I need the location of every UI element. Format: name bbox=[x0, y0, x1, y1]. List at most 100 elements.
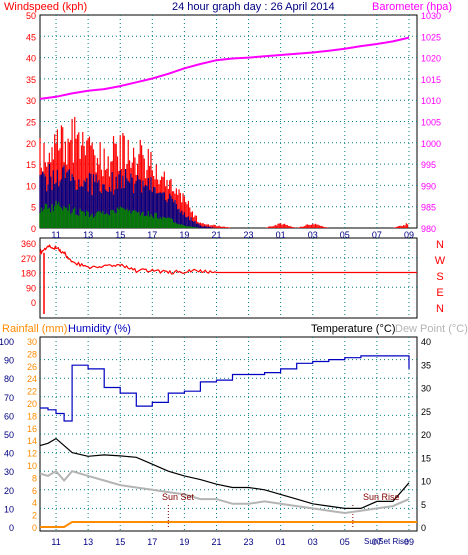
x-tick-label-bottom: 01 bbox=[276, 537, 286, 547]
rainfall-tick-label: 24 bbox=[27, 374, 37, 384]
compass-label: S bbox=[436, 271, 443, 283]
rainfall-tick-label: 0 bbox=[32, 523, 37, 533]
humidity-tick-label: 50 bbox=[4, 430, 14, 440]
rainfall-title: Rainfall (mm) bbox=[2, 323, 67, 335]
humidity-tick-label: 60 bbox=[4, 411, 14, 421]
humidity-tick-label: 10 bbox=[4, 504, 14, 514]
temperature-line bbox=[39, 437, 410, 509]
temperature-tick-label: 25 bbox=[421, 407, 431, 417]
temperature-tick-label: 15 bbox=[421, 453, 431, 463]
rainfall-tick-label: 10 bbox=[27, 461, 37, 471]
x-tick-label-top: 23 bbox=[244, 230, 254, 240]
direction-tick-label: 90 bbox=[26, 283, 36, 293]
direction-tick-label: 270 bbox=[21, 254, 36, 264]
x-tick-label-bottom: 07 bbox=[372, 537, 382, 547]
temperature-title: Temperature (°C) bbox=[311, 323, 395, 335]
x-tick-label-top: 07 bbox=[372, 230, 382, 240]
temperature-tick-label: 35 bbox=[421, 360, 431, 370]
series-layer bbox=[39, 36, 417, 528]
temperature-tick-label: 5 bbox=[421, 500, 426, 510]
humidity-tick-label: 30 bbox=[4, 467, 14, 477]
wind-calm-series bbox=[39, 200, 199, 228]
rainfall-tick-label: 20 bbox=[27, 399, 37, 409]
x-tick-label-top: 01 bbox=[276, 230, 286, 240]
x-tick-label-top: 15 bbox=[115, 230, 125, 240]
compass-label: N bbox=[436, 239, 444, 251]
barometer-tick-label: 1020 bbox=[421, 54, 441, 64]
rainfall-tick-label: 12 bbox=[27, 449, 37, 459]
barometer-tick-label: 1015 bbox=[421, 75, 441, 85]
barometer-tick-label: 1000 bbox=[421, 139, 441, 149]
compass-label: W bbox=[435, 255, 446, 267]
rainfall-tick-label: 2 bbox=[32, 511, 37, 521]
humidity-line bbox=[40, 355, 410, 422]
direction-panel-frame bbox=[39, 237, 418, 319]
rainfall-tick-label: 4 bbox=[32, 498, 37, 508]
rainfall-tick-label: 16 bbox=[27, 424, 37, 434]
sun-set-label: Sun Set bbox=[162, 492, 195, 502]
barometer-line bbox=[39, 36, 410, 100]
direction-tick-label: 180 bbox=[21, 269, 36, 279]
windspeed-tick-label: 50 bbox=[26, 11, 36, 21]
x-tick-label-top: 21 bbox=[211, 230, 221, 240]
temperature-tick-label: 10 bbox=[421, 477, 431, 487]
x-tick-label-bottom: 21 bbox=[211, 537, 221, 547]
temperature-tick-label: 0 bbox=[421, 523, 426, 533]
x-tick-label-top: 19 bbox=[179, 230, 189, 240]
windspeed-tick-label: 20 bbox=[26, 139, 36, 149]
windspeed-title: Windspeed (kph) bbox=[4, 1, 87, 13]
bottom-sun-labels: SunSet Rise bbox=[364, 537, 409, 546]
compass-label: N bbox=[436, 303, 444, 315]
x-tick-label-top: 03 bbox=[308, 230, 318, 240]
barometer-tick-label: 985 bbox=[421, 203, 436, 213]
x-tick-label-bottom: 05 bbox=[340, 537, 350, 547]
x-tick-label-bottom: 15 bbox=[115, 537, 125, 547]
rainfall-tick-label: 6 bbox=[32, 486, 37, 496]
humidity-tick-label: 40 bbox=[4, 449, 14, 459]
tick-layer: 1111131315151717191921212323010103030505… bbox=[0, 11, 446, 547]
windspeed-tick-label: 15 bbox=[26, 160, 36, 170]
x-tick-label-bottom: 03 bbox=[308, 537, 318, 547]
rainfall-tick-label: 28 bbox=[27, 349, 37, 359]
compass-label: E bbox=[436, 287, 443, 299]
x-tick-label-top: 09 bbox=[404, 230, 414, 240]
x-tick-label-top: 11 bbox=[51, 230, 60, 240]
barometer-tick-label: 1025 bbox=[421, 32, 441, 42]
wind-direction-line bbox=[39, 243, 417, 275]
barometer-title: Barometer (hpa) bbox=[372, 1, 452, 13]
graph-title: 24 hour graph day : 26 April 2014 bbox=[172, 1, 335, 13]
windspeed-tick-label: 30 bbox=[26, 96, 36, 106]
windspeed-tick-label: 5 bbox=[31, 203, 36, 213]
x-tick-label-bottom: 23 bbox=[244, 537, 254, 547]
rainfall-tick-label: 26 bbox=[27, 362, 37, 372]
grid-layer bbox=[40, 15, 417, 531]
barometer-tick-label: 990 bbox=[421, 181, 436, 191]
sun-rise-label: Sun Rise bbox=[363, 492, 400, 502]
humidity-title: Humidity (%) bbox=[68, 323, 131, 335]
rainfall-tick-label: 18 bbox=[27, 411, 37, 421]
humidity-tick-label: 20 bbox=[4, 486, 14, 496]
humidity-tick-label: 100 bbox=[0, 337, 14, 347]
barometer-tick-label: 995 bbox=[421, 160, 436, 170]
direction-tick-label: 360 bbox=[21, 239, 36, 249]
rainfall-tick-label: 30 bbox=[27, 337, 37, 347]
direction-tick-label: 0 bbox=[31, 298, 36, 308]
x-tick-label-top: 05 bbox=[340, 230, 350, 240]
humidity-tick-label: 70 bbox=[4, 393, 14, 403]
windspeed-tick-label: 0 bbox=[31, 224, 36, 234]
barometer-tick-label: 1005 bbox=[421, 118, 441, 128]
windspeed-tick-label: 35 bbox=[26, 75, 36, 85]
x-tick-label-bottom: 13 bbox=[83, 537, 93, 547]
dewpoint-title: Dew Point (°C) bbox=[395, 323, 468, 335]
x-tick-label-top: 17 bbox=[147, 230, 157, 240]
x-tick-label-bottom: 19 bbox=[179, 537, 189, 547]
temperature-tick-label: 30 bbox=[421, 384, 431, 394]
rainfall-tick-label: 22 bbox=[27, 387, 37, 397]
x-tick-label-bottom: 11 bbox=[51, 537, 60, 547]
barometer-tick-label: 980 bbox=[421, 224, 436, 234]
x-tick-label-bottom: 17 bbox=[147, 537, 157, 547]
temperature-tick-label: 20 bbox=[421, 430, 431, 440]
rainfall-line bbox=[40, 521, 417, 528]
humidity-tick-label: 80 bbox=[4, 374, 14, 384]
